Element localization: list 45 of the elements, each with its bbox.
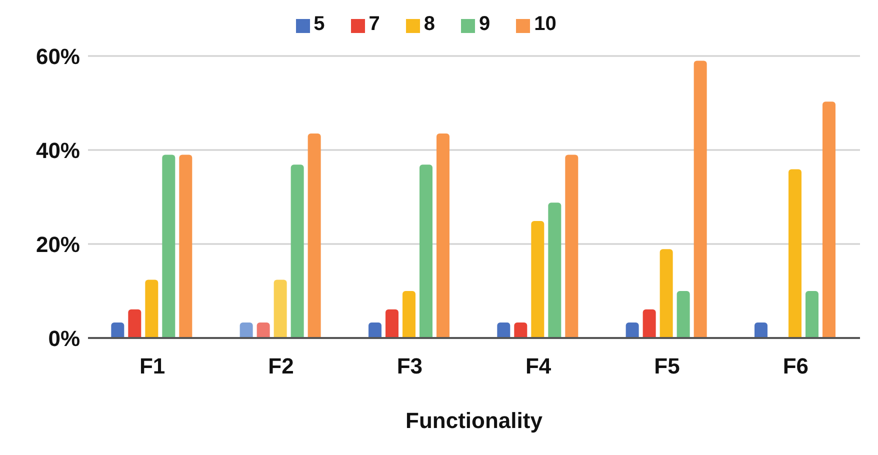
- y-tick-label: 40%: [36, 138, 80, 163]
- bar: [514, 322, 528, 338]
- x-axis-title: Functionality: [406, 408, 544, 433]
- legend-label: 7: [368, 13, 380, 35]
- bar: [290, 164, 304, 338]
- x-tick-label: F4: [525, 354, 552, 379]
- x-tick-label: F5: [654, 354, 680, 379]
- legend-label: 8: [424, 13, 435, 35]
- bar: [145, 280, 158, 338]
- bar: [660, 249, 673, 338]
- bar: [308, 134, 321, 338]
- y-tick-label: 0%: [48, 326, 80, 351]
- bar: [626, 322, 639, 338]
- legend-label: 10: [534, 13, 556, 35]
- bar: [162, 154, 176, 338]
- legend-label: 9: [479, 13, 490, 35]
- bar: [497, 322, 510, 338]
- bar: [128, 309, 142, 338]
- bar: [240, 322, 253, 338]
- bar: [436, 134, 450, 338]
- bar: [419, 164, 432, 338]
- bar: [385, 309, 398, 338]
- bar: [676, 291, 690, 338]
- bar: [111, 322, 124, 338]
- bar: [274, 280, 287, 338]
- bar: [531, 220, 544, 338]
- bar: [179, 154, 192, 338]
- bar: [754, 322, 768, 338]
- bar: [788, 169, 802, 338]
- bar: [548, 202, 562, 338]
- x-tick-label: F1: [139, 354, 166, 379]
- bar: [368, 322, 382, 338]
- bar: [822, 102, 836, 338]
- x-tick-label: F3: [396, 354, 423, 379]
- bar: [565, 154, 578, 338]
- bar: [402, 291, 416, 338]
- bar: [256, 322, 270, 338]
- x-tick-label: F6: [782, 354, 809, 379]
- legend-label: 5: [314, 13, 325, 35]
- x-tick-label: F2: [268, 354, 294, 379]
- bar: [805, 291, 818, 338]
- y-tick-label: 20%: [36, 232, 80, 257]
- bar: [642, 309, 656, 338]
- bar: [694, 60, 707, 338]
- y-tick-label: 60%: [36, 44, 80, 69]
